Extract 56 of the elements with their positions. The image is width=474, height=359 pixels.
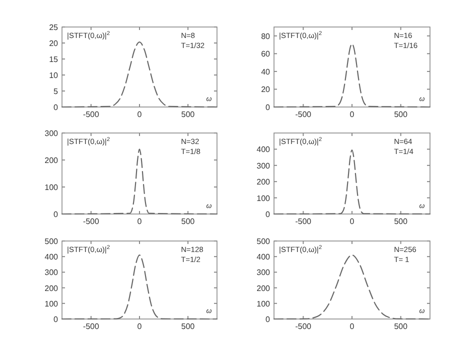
y-tick-label: 0 — [54, 103, 59, 112]
y-tick-label: 500 — [256, 237, 271, 246]
y-tick-label: 300 — [44, 268, 59, 278]
y-tick-label: 200 — [44, 284, 59, 293]
y-tick-label: 80 — [261, 32, 271, 41]
y-tick-label: 100 — [256, 299, 271, 308]
x-tick-label: -500 — [83, 110, 100, 119]
x-tick-label: 500 — [394, 110, 408, 119]
line-series — [61, 148, 218, 215]
y-tick-label: 0 — [266, 315, 271, 324]
x-tick-label: -500 — [295, 217, 312, 226]
x-tick-label: 0 — [137, 322, 142, 331]
line-series — [61, 254, 218, 320]
x-tick-label: 500 — [394, 217, 408, 226]
y-tick-label: 0 — [266, 210, 271, 219]
y-tick-label: 300 — [44, 129, 59, 138]
x-tick-label: 0 — [137, 217, 142, 226]
y-tick-label: 60 — [261, 50, 271, 59]
x-tick-label: 500 — [181, 110, 196, 119]
y-tick-label: 200 — [44, 156, 59, 165]
y-tick-label: 200 — [256, 178, 271, 187]
y-tick-label: 400 — [256, 252, 271, 262]
x-tick-label: 0 — [350, 110, 355, 119]
y-tick-label: 40 — [261, 67, 271, 76]
y-tick-label: 300 — [256, 161, 271, 170]
y-tick-label: 400 — [256, 145, 271, 154]
y-tick-label: 0 — [266, 103, 271, 112]
y-tick-label: 400 — [44, 252, 59, 262]
line-series — [273, 149, 431, 215]
y-tick-label: 20 — [49, 39, 59, 48]
line-series — [273, 43, 431, 108]
y-tick-label: 10 — [49, 71, 59, 80]
x-tick-label: 500 — [181, 322, 196, 331]
y-tick-label: 20 — [261, 85, 271, 94]
x-tick-label: -500 — [83, 217, 100, 226]
y-tick-label: 200 — [256, 284, 271, 293]
y-tick-label: 100 — [44, 183, 59, 192]
x-tick-label: -500 — [83, 322, 100, 331]
y-tick-label: 100 — [44, 299, 59, 308]
line-series — [61, 41, 218, 108]
y-tick-label: 300 — [256, 268, 271, 278]
x-tick-label: 500 — [394, 322, 408, 331]
x-tick-label: -500 — [295, 110, 312, 119]
y-tick-label: 15 — [49, 55, 59, 64]
y-tick-label: 0 — [54, 210, 59, 219]
x-tick-label: 500 — [181, 217, 196, 226]
y-tick-label: 500 — [44, 237, 59, 246]
y-tick-label: 25 — [49, 23, 59, 32]
y-tick-label: 5 — [54, 87, 59, 96]
y-tick-label: 100 — [256, 194, 271, 203]
x-tick-label: 0 — [350, 322, 355, 331]
y-tick-label: 0 — [54, 315, 59, 324]
x-tick-label: 0 — [137, 110, 142, 119]
x-tick-label: 0 — [350, 217, 355, 226]
x-tick-label: -500 — [295, 322, 312, 331]
line-series — [273, 254, 431, 320]
